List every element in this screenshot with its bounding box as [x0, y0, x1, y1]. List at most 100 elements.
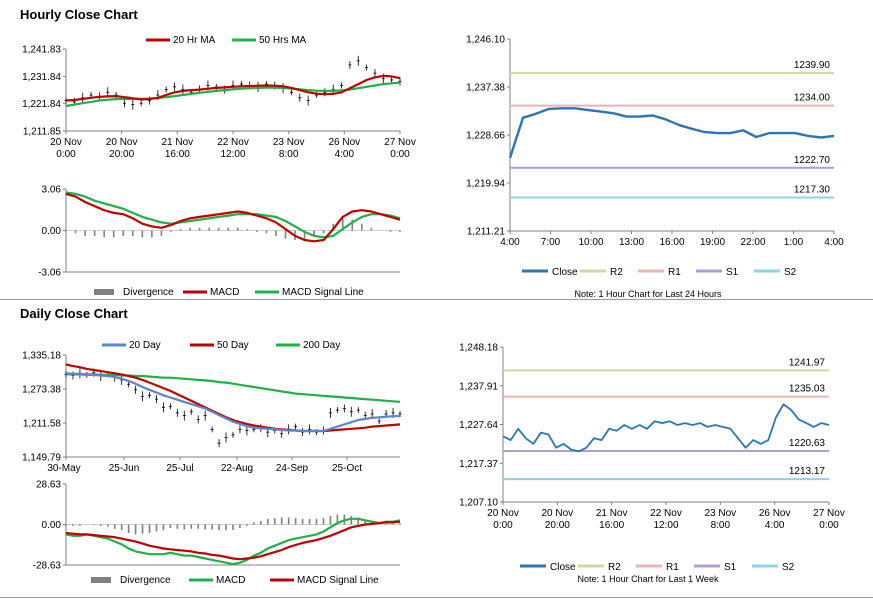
- 5-x-tick-label: 26 Nov: [759, 508, 791, 519]
- 0-y-tick-label: 1,211.85: [23, 127, 62, 138]
- 2-level-label: 1234.00: [794, 93, 831, 104]
- 3-y-tick-label: 1,273.38: [22, 385, 61, 396]
- 2-y-tick-label: 1,219.94: [466, 179, 505, 190]
- 2-y-tick-label: 1,228.66: [466, 131, 505, 142]
- 5-level-label: 1220.63: [789, 438, 826, 449]
- 2-level-label: 1239.90: [794, 60, 831, 71]
- hourly-section-title: Hourly Close Chart: [20, 7, 138, 22]
- 1-y-tick-label: 3.06: [42, 185, 62, 196]
- 2-x-tick-label: 22:00: [740, 237, 765, 248]
- 2-level-label: 1222.70: [794, 155, 831, 166]
- bottom-divider: [0, 597, 873, 598]
- 5-x-tick-label: 8:00: [711, 520, 731, 531]
- 0-y-tick-label: 1,231.84: [22, 72, 61, 83]
- 2-legend-label: Close: [552, 267, 578, 278]
- 2-y-tick-label: 1,211.21: [467, 227, 506, 238]
- hourly-close-line: [508, 107, 835, 159]
- 5-y-tick-label: 1,227.64: [459, 420, 498, 431]
- 2-x-tick-label: 4:00: [500, 237, 520, 248]
- 2-legend-label: R1: [668, 267, 681, 278]
- 4-legend-label: MACD: [216, 575, 245, 586]
- 0-y-tick-label: 1,241.83: [22, 45, 61, 56]
- daily-section-title: Daily Close Chart: [20, 306, 128, 321]
- hourly-20hr-ma-line: [65, 74, 401, 102]
- daily-macd-line: [65, 517, 401, 566]
- daily-50day-line: [65, 363, 401, 433]
- 2-x-tick-label: 10:00: [578, 237, 603, 248]
- 0-legend-label: 20 Hr MA: [173, 35, 216, 46]
- 5-x-tick-label: 20 Nov: [541, 508, 573, 519]
- 0-x-tick-label: 12:00: [220, 149, 245, 160]
- 5-x-tick-label: 22 Nov: [650, 508, 682, 519]
- 4-y-tick-label: -28.63: [33, 561, 62, 572]
- 3-y-tick-label: 1,211.58: [23, 419, 62, 430]
- 5-level-label: 1241.97: [789, 357, 826, 368]
- daily-x-tick-label: 25-Oct: [332, 463, 362, 474]
- 0-legend-label: 50 Hrs MA: [259, 35, 307, 46]
- 2-x-tick-label: 19:00: [700, 237, 725, 248]
- daily-note: Note: 1 Hour Chart for Last 1 Week: [578, 574, 719, 584]
- 0-x-tick-label: 22 Nov: [217, 137, 249, 148]
- 5-x-tick-label: 16:00: [599, 520, 624, 531]
- 0-x-tick-label: 26 Nov: [328, 137, 360, 148]
- 5-x-tick-label: 20:00: [545, 520, 570, 531]
- 4-legend-swatch: [91, 577, 111, 583]
- 0-x-tick-label: 27 Nov: [384, 137, 416, 148]
- 5-x-tick-label: 0:00: [819, 520, 839, 531]
- 4-legend-label: Divergence: [120, 575, 171, 586]
- 3-legend-label: 50 Day: [217, 340, 249, 351]
- 0-y-tick-label: 1,221.84: [22, 99, 61, 110]
- 5-x-tick-label: 4:00: [765, 520, 785, 531]
- 4-y-tick-label: 28.63: [36, 480, 61, 491]
- 0-x-tick-label: 21 Nov: [161, 137, 193, 148]
- 2-y-tick-label: 1,237.38: [466, 83, 505, 94]
- 0-x-tick-label: 4:00: [335, 149, 355, 160]
- daily-macd-signal-line: [65, 520, 401, 561]
- 5-legend-label: Close: [550, 562, 576, 573]
- 5-legend-label: S2: [782, 562, 795, 573]
- 4-y-tick-label: 0.00: [42, 520, 62, 531]
- 1-legend-label: Divergence: [123, 287, 174, 298]
- 5-x-tick-label: 20 Nov: [487, 508, 519, 519]
- 2-y-tick-label: 1,246.10: [466, 35, 505, 46]
- 2-level-label: 1217.30: [794, 184, 831, 195]
- 3-legend-label: 20 Day: [129, 340, 161, 351]
- 0-x-tick-label: 16:00: [165, 149, 190, 160]
- 3-legend-label: 200 Day: [303, 340, 340, 351]
- 1-y-tick-label: -3.06: [38, 268, 61, 279]
- 2-x-tick-label: 13:00: [619, 237, 644, 248]
- 5-level-label: 1235.03: [789, 384, 826, 395]
- section-divider: [0, 299, 873, 300]
- 5-y-tick-label: 1,237.91: [459, 381, 498, 392]
- daily-x-tick-label: 25-Jun: [109, 463, 140, 474]
- 0-x-tick-label: 8:00: [279, 149, 299, 160]
- 5-y-tick-label: 1,217.37: [459, 459, 498, 470]
- 2-legend-label: R2: [610, 267, 623, 278]
- hourly-note: Note: 1 Hour Chart for Last 24 Hours: [574, 289, 722, 299]
- daily-close-line: [502, 403, 830, 453]
- 0-x-tick-label: 23 Nov: [273, 137, 305, 148]
- 3-y-tick-label: 1,149.79: [22, 453, 61, 464]
- 3-y-tick-label: 1,335.18: [22, 351, 61, 362]
- 2-x-tick-label: 7:00: [541, 237, 561, 248]
- daily-x-tick-label: 25-Jul: [166, 463, 193, 474]
- daily-20day-line: [66, 373, 400, 433]
- 5-legend-label: R2: [608, 562, 621, 573]
- 2-legend-label: S1: [726, 267, 739, 278]
- 0-x-tick-label: 20 Nov: [106, 137, 138, 148]
- 5-x-tick-label: 21 Nov: [596, 508, 628, 519]
- daily-x-tick-label: 24-Sep: [276, 463, 309, 474]
- 2-x-tick-label: 16:00: [659, 237, 684, 248]
- 0-x-tick-label: 0:00: [390, 149, 410, 160]
- 0-x-tick-label: 0:00: [56, 149, 76, 160]
- hourly-macd-line: [65, 192, 401, 243]
- 1-legend-label: MACD Signal Line: [282, 287, 364, 298]
- 5-x-tick-label: 27 Nov: [813, 508, 845, 519]
- 5-x-tick-label: 12:00: [653, 520, 678, 531]
- 2-x-tick-label: 1:00: [784, 237, 804, 248]
- 0-x-tick-label: 20 Nov: [50, 137, 82, 148]
- 1-legend-label: MACD: [210, 287, 239, 298]
- daily-x-tick-label: 30-May: [47, 463, 80, 474]
- daily-x-tick-label: 22-Aug: [221, 463, 253, 474]
